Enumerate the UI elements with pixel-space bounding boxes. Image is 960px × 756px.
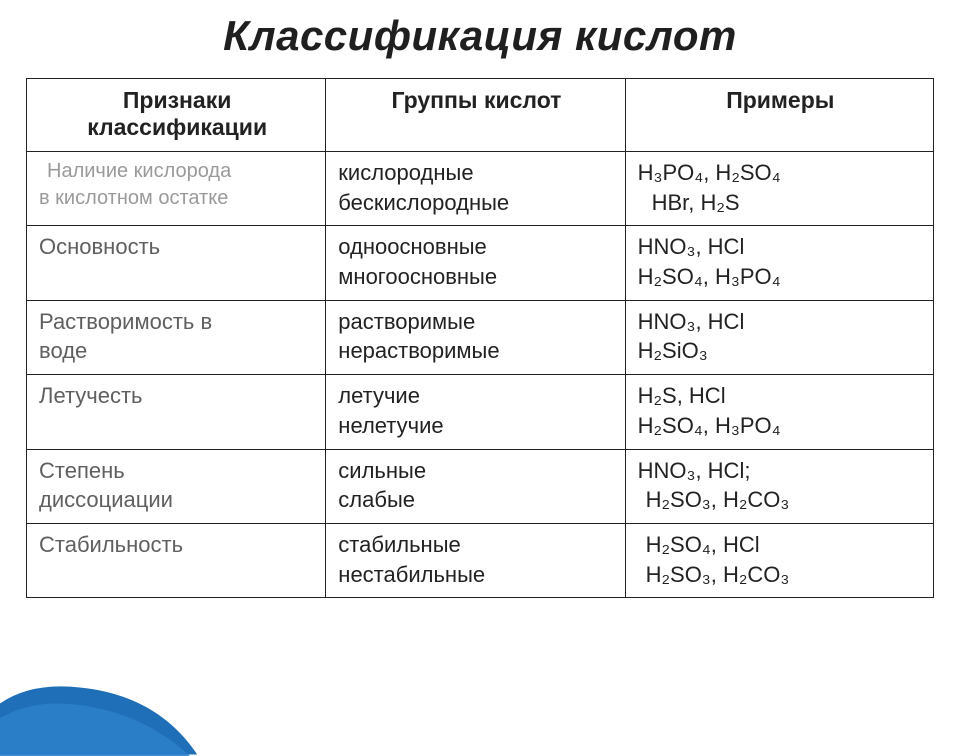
- feature-l1: Наличие кислорода: [39, 158, 315, 185]
- feature-l2: в кислотном остатке: [39, 185, 315, 212]
- group-l1: кислородные: [338, 158, 614, 188]
- group-l2: бескислородные: [338, 188, 614, 218]
- group-l1: летучие: [338, 381, 614, 411]
- table-row: Растворимость в воде растворимые нераств…: [27, 300, 934, 374]
- ex-l2: H₂SO₄, H₃PO₄: [638, 262, 923, 292]
- ex-l2: HBr, H₂S: [638, 188, 923, 218]
- header-examples: Примеры: [625, 79, 933, 152]
- group-l1: растворимые: [338, 307, 614, 337]
- feature-l1: Растворимость в: [39, 307, 315, 337]
- header-row: Признаки классификации Группы кислот При…: [27, 79, 934, 152]
- group-l1: одноосновные: [338, 232, 614, 262]
- example-cell: H₂S, HCl H₂SO₄, H₃PO₄: [625, 375, 933, 449]
- header-features: Признаки классификации: [27, 79, 326, 152]
- feature-l1: Основность: [39, 232, 315, 262]
- ex-l1: HNO₃, HCl;: [638, 456, 923, 486]
- group-l2: нестабильные: [338, 560, 614, 590]
- group-l1: сильные: [338, 456, 614, 486]
- ex-l2: H₂SO₃, H₂CO₃: [638, 485, 923, 515]
- table-row: Степень диссоциации сильные слабые HNO₃,…: [27, 449, 934, 523]
- group-l2: нелетучие: [338, 411, 614, 441]
- ex-l2: H₂SO₃, H₂CO₃: [638, 560, 923, 590]
- header-features-l2: классификации: [39, 114, 315, 141]
- group-cell: стабильные нестабильные: [326, 523, 625, 597]
- table-row: Стабильность стабильные нестабильные H₂S…: [27, 523, 934, 597]
- group-cell: растворимые нерастворимые: [326, 300, 625, 374]
- header-features-l1: Признаки: [39, 87, 315, 114]
- slide-title: Классификация кислот: [0, 12, 960, 60]
- corner-swoosh-icon: [0, 636, 200, 756]
- example-cell: H₂SO₄, HCl H₂SO₃, H₂CO₃: [625, 523, 933, 597]
- table-row: Летучесть летучие нелетучие H₂S, HCl H₂S…: [27, 375, 934, 449]
- feature-cell: Летучесть: [27, 375, 326, 449]
- group-cell: летучие нелетучие: [326, 375, 625, 449]
- ex-l1: H₂S, HCl: [638, 381, 923, 411]
- feature-l1: Стабильность: [39, 530, 315, 560]
- table-row: Основность одноосновные многоосновные HN…: [27, 226, 934, 300]
- slide: Классификация кислот Признаки классифика…: [0, 0, 960, 720]
- feature-cell: Стабильность: [27, 523, 326, 597]
- feature-l1: Летучесть: [39, 381, 315, 411]
- table-row: Наличие кислорода в кислотном остатке ки…: [27, 152, 934, 226]
- feature-cell: Основность: [27, 226, 326, 300]
- ex-l1: H₂SO₄, HCl: [638, 530, 923, 560]
- ex-l1: HNO₃, HCl: [638, 307, 923, 337]
- feature-l2: воде: [39, 336, 315, 366]
- group-l2: нерастворимые: [338, 336, 614, 366]
- feature-l2: диссоциации: [39, 485, 315, 515]
- feature-cell: Наличие кислорода в кислотном остатке: [27, 152, 326, 226]
- example-cell: HNO₃, HCl H₂SO₄, H₃PO₄: [625, 226, 933, 300]
- feature-cell: Растворимость в воде: [27, 300, 326, 374]
- example-cell: H₃PO₄, H₂SO₄ HBr, H₂S: [625, 152, 933, 226]
- ex-l1: HNO₃, HCl: [638, 232, 923, 262]
- table-head: Признаки классификации Группы кислот При…: [27, 79, 934, 152]
- group-cell: сильные слабые: [326, 449, 625, 523]
- feature-cell: Степень диссоциации: [27, 449, 326, 523]
- classification-table: Признаки классификации Группы кислот При…: [26, 78, 934, 598]
- ex-l1: H₃PO₄, H₂SO₄: [638, 158, 923, 188]
- group-cell: одноосновные многоосновные: [326, 226, 625, 300]
- ex-l2: H₂SO₄, H₃PO₄: [638, 411, 923, 441]
- header-groups: Группы кислот: [326, 79, 625, 152]
- group-l2: многоосновные: [338, 262, 614, 292]
- group-cell: кислородные бескислородные: [326, 152, 625, 226]
- table-body: Наличие кислорода в кислотном остатке ки…: [27, 152, 934, 598]
- group-l1: стабильные: [338, 530, 614, 560]
- feature-l1: Степень: [39, 456, 315, 486]
- ex-l2: H₂SiO₃: [638, 336, 923, 366]
- example-cell: HNO₃, HCl H₂SiO₃: [625, 300, 933, 374]
- example-cell: HNO₃, HCl; H₂SO₃, H₂CO₃: [625, 449, 933, 523]
- table-wrapper: Признаки классификации Группы кислот При…: [26, 78, 934, 598]
- group-l2: слабые: [338, 485, 614, 515]
